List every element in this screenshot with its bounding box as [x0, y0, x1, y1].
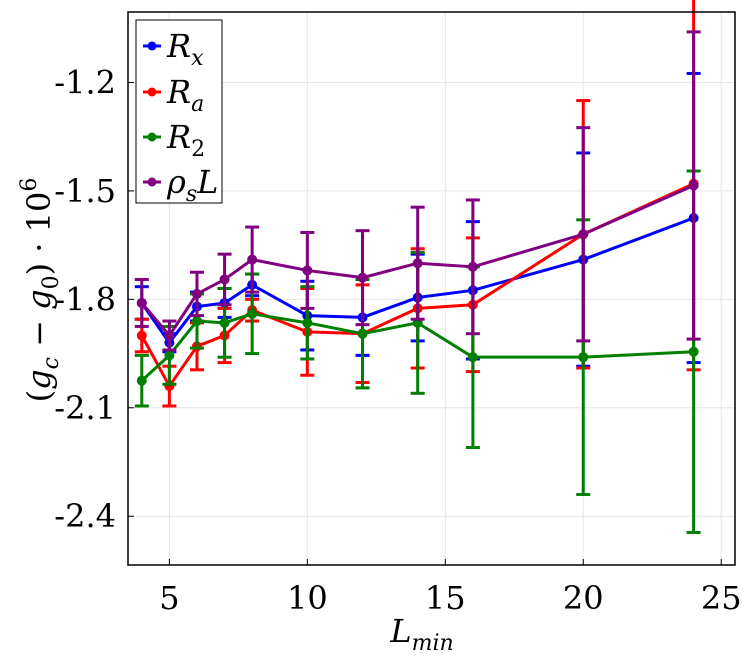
data-point — [136, 297, 147, 308]
data-point — [688, 346, 699, 357]
y-axis-label: (gc − g0) · 106 — [17, 178, 64, 403]
data-point — [578, 352, 589, 363]
data-point — [357, 272, 368, 283]
data-point — [302, 265, 313, 276]
data-point — [219, 274, 230, 285]
plot-frame — [127, 11, 736, 566]
legend-swatch-marker — [147, 87, 157, 97]
legend-label: ρsL — [166, 163, 218, 207]
data-point — [412, 258, 423, 269]
legend-entry: Ra — [143, 73, 204, 117]
legend-entry: Rx — [143, 27, 204, 71]
x-tick-label: 20 — [563, 579, 604, 617]
legend-entry: R2 — [143, 118, 205, 162]
data-point — [191, 288, 202, 299]
data-point — [164, 350, 175, 361]
legend-label: R2 — [166, 118, 205, 162]
data-point — [247, 254, 258, 265]
data-point — [688, 180, 699, 191]
y-tick-label: -1.8 — [54, 280, 116, 318]
data-point — [302, 317, 313, 328]
legend-entry: ρsL — [143, 163, 218, 207]
data-point — [357, 328, 368, 339]
data-point — [164, 330, 175, 341]
data-point — [467, 261, 478, 272]
tick-layer: 5 10 15 20 25 -1.2 -1.5 -1.8 -2.1 -2.4 — [54, 63, 741, 617]
legend-swatch-marker — [147, 41, 157, 51]
data-point — [136, 375, 147, 386]
x-tick-label: 5 — [159, 579, 179, 617]
y-tick-label: -1.2 — [54, 63, 116, 101]
x-tick-label: 10 — [287, 579, 328, 617]
x-tick-label: 15 — [425, 579, 466, 617]
y-tick-label: -2.4 — [54, 497, 116, 535]
y-tick-label: -2.1 — [54, 389, 116, 427]
legend-box — [135, 19, 223, 204]
series-layer — [134, 0, 701, 534]
legend-label: Rx — [166, 27, 204, 71]
data-point — [467, 352, 478, 363]
data-point — [578, 229, 589, 240]
y-tick-label: -1.5 — [54, 172, 116, 210]
data-point — [191, 316, 202, 327]
legend-label: Ra — [166, 73, 204, 117]
legend-swatch-marker — [147, 132, 157, 142]
legend-swatch-marker — [147, 177, 157, 187]
x-tick-label: 25 — [701, 579, 742, 617]
data-point — [219, 317, 230, 328]
x-axis-label: Lmin — [389, 612, 453, 656]
data-point — [247, 308, 258, 319]
data-point — [136, 330, 147, 341]
series--s-l-group — [134, 30, 701, 352]
